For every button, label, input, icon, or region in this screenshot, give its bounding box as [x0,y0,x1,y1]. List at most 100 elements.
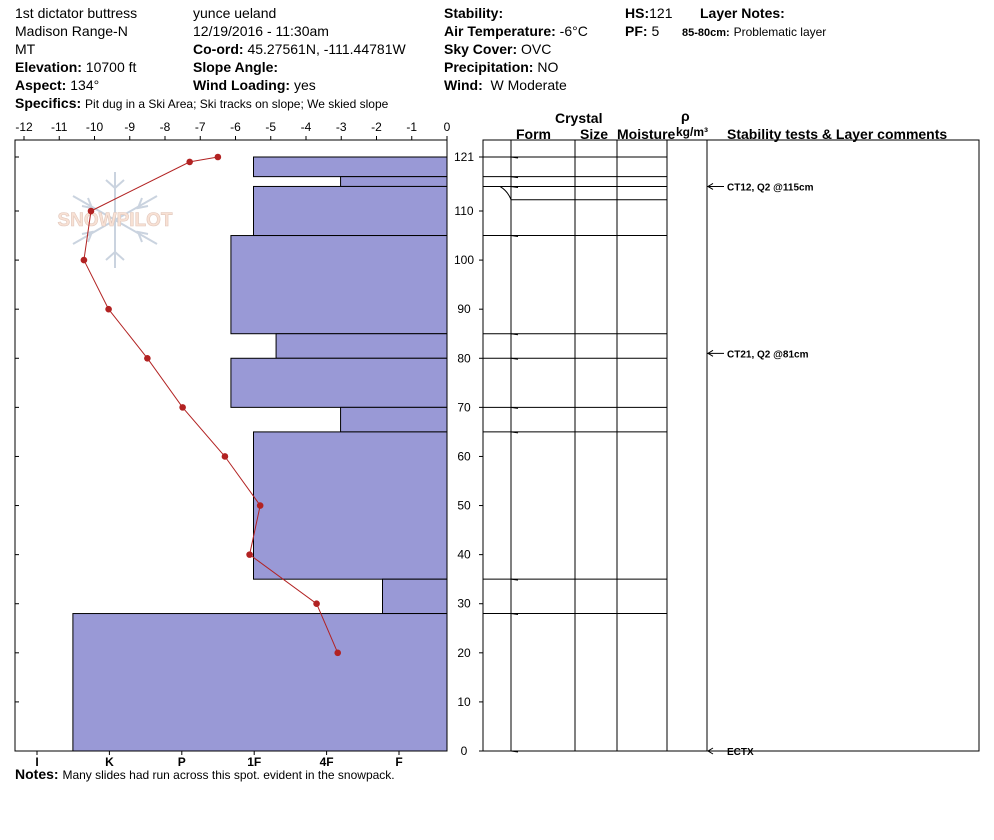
elevation-value: 10700 ft [85,59,137,75]
hardness-tick-label: K [105,755,114,769]
height-axis: 0 10 20 30 40 50 60 70 80 90 100 110 121 [15,150,483,758]
temperature-point [313,600,320,608]
hardness-bar [230,357,448,408]
hardness-tick-label: I [35,755,38,769]
precipitation-label: Precipitation: [444,59,534,75]
layer-boundary-tick [510,333,519,336]
specifics-text: Pit dug in a Ski Area; Ski tracks on slo… [85,97,389,111]
hs-label: HS: [625,5,650,21]
specifics-label: Specifics: [15,95,82,111]
snowpilot-logo-text: SNOWPILOT [57,210,172,231]
crystal-header: Crystal [555,110,603,126]
hardness-bars [72,156,448,752]
pf-label: PF: [625,23,648,39]
wind-loading-row: Wind Loading: yes [193,77,316,93]
observer: yunce ueland [193,5,277,21]
stability-test-label: ECTX [727,747,754,758]
temperature-tick-label: -3 [336,120,347,134]
air-temp-label: Air Temperature: [444,23,556,39]
state: MT [15,41,36,57]
layer-boundary-lines [483,156,667,753]
hardness-axis: I K P 1F 4F F [35,751,403,769]
moisture-header: Moisture [617,126,676,142]
height-tick-label: 10 [457,695,471,709]
wind-loading-value: yes [293,77,316,93]
stability-label: Stability: [444,5,504,21]
coord-value: 45.27561N, -111.44781W [247,41,406,57]
temperature-point [105,305,112,313]
hardness-bar [340,176,448,187]
sky-cover-row: Sky Cover: OVC [444,41,551,57]
layer-boundary-tick [510,185,519,188]
height-tick-label: 60 [457,449,471,463]
temperature-tick-label: -6 [230,120,241,134]
snowpilot-logo: SNOWPILOT [57,172,173,268]
temperature-tick-label: -12 [15,120,33,134]
layer-boundary-tick [510,176,519,179]
hardness-bar [253,185,448,237]
profile-frame [14,139,448,752]
layer-boundary-tick [510,406,519,409]
aspect-value: 134° [70,77,100,93]
temperature-tick-label: -7 [195,120,206,134]
temperature-axis: -12 -11 -10 -9 -8 -7 -6 -5 -4 -3 -2 -1 0 [15,120,451,140]
stability-test-label: CT12, Q2 @115cm [727,182,814,193]
hardness-tick-label: 4F [320,755,334,769]
pf-row: PF: 5 [625,23,659,39]
sky-cover-label: Sky Cover: [444,41,518,57]
temperature-point [87,207,95,215]
hs-value: 121 [649,5,673,21]
wind-label: Wind: [444,77,483,93]
hs-row: HS:121 [625,5,672,21]
hardness-bar [72,613,448,752]
hardness-bar [340,406,448,433]
hardness-bar [275,333,448,359]
hardness-bar [230,235,448,335]
mountain-range: Madison Range-N [15,23,128,39]
elevation-label: Elevation: [15,59,82,75]
layer-boundary-tick [510,750,519,753]
sky-cover-value: OVC [521,41,552,57]
height-tick-label: 110 [454,204,473,218]
form-header: Form [516,126,551,142]
layer-connector [483,185,667,201]
temperature-tick-label: -10 [86,120,104,134]
temperature-point [246,551,253,558]
temperature-tick-label: -4 [301,120,312,134]
layer-boundary-tick [510,431,519,434]
temperature-point [186,158,193,166]
wind-row: Wind: W Moderate [444,77,567,93]
size-header: Size [580,126,609,142]
layer-boundary-tick [510,357,519,360]
coord-row: Co-ord: 45.27561N, -111.44781W [193,41,406,57]
air-temp-value: -6°C [559,23,588,39]
height-tick-label: 90 [457,302,471,316]
temperature-tick-label: -8 [160,120,171,134]
notes-label: Notes: [15,766,59,782]
location-name: 1st dictator buttress [15,5,138,21]
hardness-tick-label: 1F [247,755,261,769]
height-tick-label: 0 [461,744,468,758]
temperature-point [221,453,229,460]
air-temp-row: Air Temperature: -6°C [444,23,588,39]
height-tick-label: 40 [457,548,471,562]
temperature-tick-label: -9 [124,120,135,134]
hardness-bar [253,431,448,580]
stability-comments-header: Stability tests & Layer comments [727,126,948,142]
layer-table-frame [482,139,980,752]
arrow-icon [707,349,714,357]
layer-note-text: Problematic layer [733,25,827,39]
height-tick-label: 50 [457,499,471,513]
hardness-bar [382,578,448,615]
slope-row: Slope Angle: [193,59,278,75]
arrow-icon [707,747,714,755]
height-tick-label: 20 [457,646,471,660]
layer-note-range: 85-80cm: [682,27,730,39]
temperature-points [80,153,342,657]
wind-value: W Moderate [490,77,567,93]
temperature-tick-label: -1 [406,120,417,134]
wind-loading-label: Wind Loading: [193,77,291,93]
temperature-point [144,354,151,362]
pf-value: 5 [651,23,660,39]
